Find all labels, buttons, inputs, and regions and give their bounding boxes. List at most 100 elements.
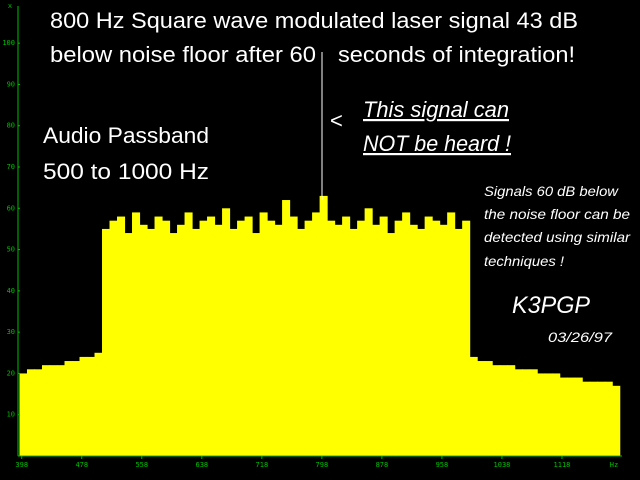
spectrum-bar bbox=[64, 361, 73, 456]
spectrum-bar bbox=[387, 233, 396, 456]
y-tick-label: 10 bbox=[7, 411, 15, 419]
annotation: This signal can bbox=[363, 97, 509, 122]
y-tick-label: 50 bbox=[7, 246, 15, 254]
spectrum-bar bbox=[439, 224, 448, 456]
spectrum-bar bbox=[514, 369, 523, 456]
annotation: the noise floor can be bbox=[484, 206, 630, 222]
spectrum-bar bbox=[252, 233, 261, 456]
annotation: 500 to 1000 Hz bbox=[43, 159, 209, 184]
spectrum-bar bbox=[102, 228, 111, 456]
title-line: below noise floor after 60 bbox=[50, 42, 316, 67]
spectrum-bar bbox=[26, 369, 36, 456]
y-tick-label: 40 bbox=[7, 287, 15, 295]
x-tick-label: 1038 bbox=[494, 461, 511, 469]
spectrum-bar bbox=[304, 220, 313, 456]
spectrum-bar bbox=[379, 216, 388, 456]
spectrum-bar bbox=[552, 373, 561, 456]
spectrum-bar bbox=[139, 224, 148, 456]
annotation: techniques ! bbox=[484, 253, 564, 269]
y-label: x bbox=[8, 2, 12, 10]
annotation: < bbox=[330, 108, 343, 133]
spectrum-bar bbox=[484, 361, 493, 456]
y-tick-label: 20 bbox=[7, 369, 15, 377]
spectrum-bar bbox=[529, 369, 538, 456]
spectrum-bar bbox=[19, 373, 28, 456]
x-tick-label: 478 bbox=[75, 461, 88, 469]
spectrum-bar bbox=[147, 228, 156, 456]
spectrum-bar bbox=[117, 216, 126, 456]
annotation: 03/26/97 bbox=[548, 329, 613, 345]
spectrum-bar bbox=[334, 224, 343, 456]
spectrum-bar bbox=[469, 356, 478, 456]
title-line: seconds of integration! bbox=[338, 42, 575, 67]
x-label: Hz bbox=[610, 461, 618, 469]
spectrum-bar bbox=[567, 377, 576, 456]
spectrum-bar bbox=[169, 233, 178, 456]
plot bbox=[19, 195, 621, 456]
spectrum-bar bbox=[244, 216, 253, 456]
spectrum-bar bbox=[432, 220, 441, 456]
y-tick-label: 30 bbox=[7, 328, 15, 336]
spectrum-bar bbox=[597, 381, 606, 456]
spectrum-bar bbox=[229, 228, 238, 456]
spectrum-bar bbox=[87, 356, 96, 456]
spectrum-bar bbox=[41, 365, 51, 456]
spectrum-bar bbox=[522, 369, 531, 456]
spectrum-bar bbox=[559, 377, 568, 456]
spectrum-bar bbox=[56, 365, 66, 456]
spectrum-bar bbox=[319, 195, 328, 456]
y-tick-label: 70 bbox=[7, 163, 15, 171]
y-tick-label: 90 bbox=[7, 80, 15, 88]
spectrum-bar bbox=[207, 216, 216, 456]
spectrum-bar bbox=[71, 361, 81, 456]
spectrum-bar bbox=[184, 212, 193, 456]
spectrum-bar bbox=[327, 220, 336, 456]
spectrum-bar bbox=[49, 365, 58, 456]
spectrum-bar bbox=[349, 228, 358, 456]
x-tick-label: 878 bbox=[376, 461, 389, 469]
y-tick-label: 80 bbox=[7, 122, 15, 130]
spectrum-bar bbox=[447, 212, 456, 456]
spectrum-bar bbox=[124, 233, 133, 456]
spectrum-bar bbox=[537, 373, 546, 456]
spectrum-bar bbox=[372, 224, 381, 456]
spectrum-bar bbox=[507, 365, 516, 456]
x-tick-label: 718 bbox=[256, 461, 269, 469]
spectrum-bar bbox=[417, 228, 426, 456]
spectrum-bar bbox=[612, 385, 621, 456]
spectrum-bar bbox=[154, 216, 163, 456]
annotation: Signals 60 dB below bbox=[484, 183, 619, 199]
x-tick-label: 638 bbox=[195, 461, 208, 469]
spectrum-bar bbox=[364, 208, 373, 456]
spectrum-bar bbox=[574, 377, 583, 456]
annotation: K3PGP bbox=[512, 292, 590, 319]
spectrum-bar bbox=[177, 224, 186, 456]
spectrum-bar bbox=[222, 208, 231, 456]
spectrum-bar bbox=[589, 381, 598, 456]
spectrum-bar bbox=[274, 224, 283, 456]
spectrum-bar bbox=[394, 220, 403, 456]
annotation: NOT be heard ! bbox=[363, 131, 511, 156]
spectrum-bar bbox=[289, 216, 298, 456]
spectrum-bar bbox=[297, 228, 306, 456]
x-tick-label: 398 bbox=[15, 461, 28, 469]
spectrum-bar bbox=[34, 369, 43, 456]
spectrum-bar bbox=[162, 220, 171, 456]
spectrum-bar bbox=[604, 381, 613, 456]
spectrum-bar bbox=[409, 224, 418, 456]
spectrum-bar bbox=[492, 365, 501, 456]
spectrum-bar bbox=[342, 216, 351, 456]
spectrum-bar bbox=[237, 220, 246, 456]
spectrum-bar bbox=[132, 212, 141, 456]
spectrum-bar bbox=[454, 228, 463, 456]
spectrum-bar bbox=[477, 361, 486, 456]
spectrum-bar bbox=[402, 212, 411, 456]
x-tick-label: 1118 bbox=[554, 461, 571, 469]
spectrum-bar bbox=[312, 212, 321, 456]
spectrum-bar bbox=[462, 220, 471, 456]
spectrum-bar bbox=[214, 224, 223, 456]
annotation: detected using similar bbox=[484, 229, 631, 245]
title-line: 800 Hz Square wave modulated laser signa… bbox=[50, 8, 578, 33]
y-tick-label: 100 bbox=[2, 39, 15, 47]
